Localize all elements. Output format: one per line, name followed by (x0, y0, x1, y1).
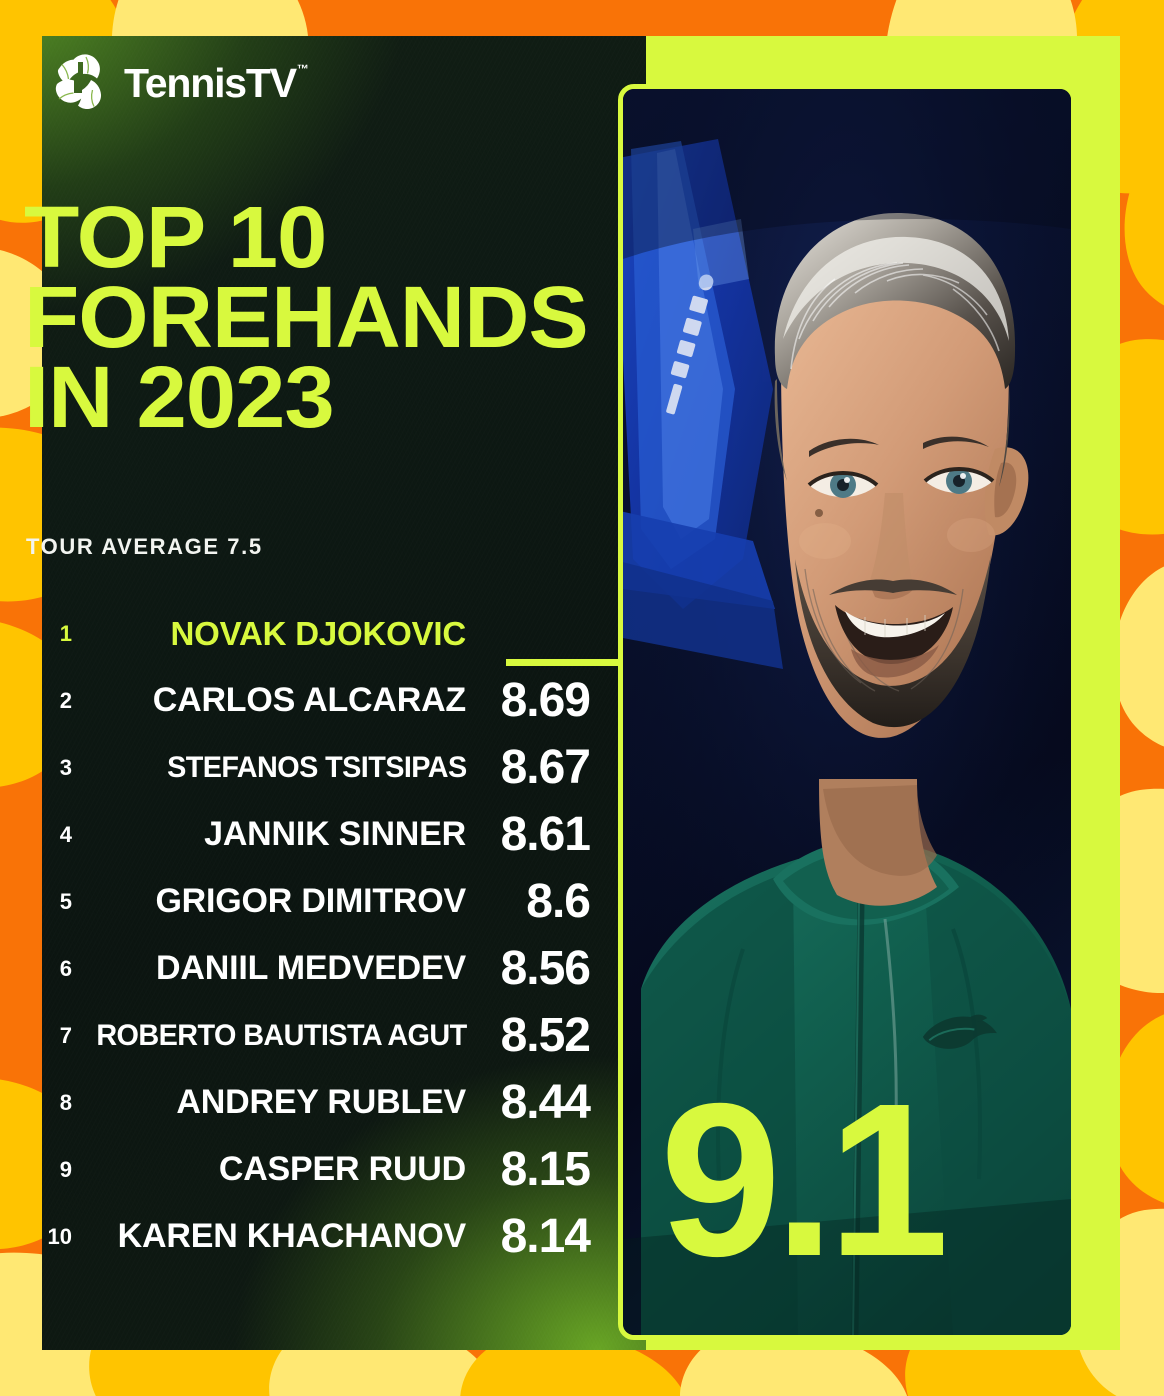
player-score: 8.52 (500, 1009, 591, 1062)
table-row[interactable]: 3 STEFANOS TSITSIPAS 8.67 (0, 734, 604, 801)
player-score: 8.44 (500, 1076, 591, 1129)
rank-number: 3 (59, 754, 72, 780)
title-line-2: FOREHANDS (24, 269, 589, 367)
player-score: 8.6 (526, 875, 591, 928)
rank-number: 6 (59, 955, 72, 981)
player-score: 8.69 (500, 674, 591, 727)
player-name: KAREN KHACHANOV (117, 1217, 467, 1255)
logo-text: TennisTV (124, 59, 297, 106)
player-photo (623, 89, 1071, 1335)
player-name: ANDREY RUBLEV (176, 1083, 466, 1121)
rankings-list: 1 NOVAK DJOKOVIC 2 CARLOS ALCARAZ 8.69 3… (0, 600, 604, 1270)
table-row[interactable]: 4 JANNIK SINNER 8.61 (0, 801, 604, 868)
logo-wordmark: TennisTV ™ (124, 59, 309, 107)
rank-number: 8 (59, 1089, 72, 1115)
player-name: JANNIK SINNER (204, 815, 466, 853)
rank-number: 7 (59, 1022, 72, 1048)
featured-score: 9.1 (660, 1059, 949, 1302)
rank-number: 4 (59, 821, 72, 847)
table-row[interactable]: 2 CARLOS ALCARAZ 8.69 (0, 667, 604, 734)
rank-number: 10 (47, 1223, 72, 1249)
title-line-3: IN 2023 (24, 349, 335, 447)
rank-number: 9 (59, 1156, 72, 1182)
player-score: 8.56 (500, 942, 591, 995)
table-row[interactable]: 5 GRIGOR DIMITROV 8.6 (0, 868, 604, 935)
leader-connector-line (506, 659, 622, 666)
table-row[interactable]: 7 ROBERTO BAUTISTA AGUT 8.52 (0, 1002, 604, 1069)
table-row[interactable]: 9 CASPER RUUD 8.15 (0, 1136, 604, 1203)
player-name: DANIIL MEDVEDEV (156, 949, 466, 987)
player-name: ROBERTO BAUTISTA AGUT (96, 1018, 467, 1052)
player-score: 8.15 (500, 1143, 591, 1196)
trademark-symbol: ™ (296, 61, 309, 76)
player-score: 8.67 (500, 741, 591, 794)
player-name: GRIGOR DIMITROV (155, 882, 466, 920)
tour-average-label: TOUR AVERAGE 7.5 (26, 534, 263, 559)
tennis-ball-pinwheel-icon (48, 54, 110, 112)
tennistv-logo[interactable]: TennisTV ™ (48, 54, 309, 112)
table-row[interactable]: 1 NOVAK DJOKOVIC (0, 600, 604, 667)
table-row[interactable]: 10 KAREN KHACHANOV 8.14 (0, 1203, 604, 1270)
player-score: 8.61 (500, 808, 591, 861)
table-row[interactable]: 6 DANIIL MEDVEDEV 8.56 (0, 935, 604, 1002)
player-name: CASPER RUUD (218, 1150, 466, 1188)
page-title: TOP 10 FOREHANDS IN 2023 (24, 189, 589, 447)
rank-number: 1 (59, 620, 72, 646)
player-score: 8.14 (500, 1210, 591, 1263)
title-line-1: TOP 10 (24, 189, 327, 286)
featured-player-photo-card (618, 84, 1076, 1340)
player-name: STEFANOS TSITSIPAS (167, 750, 467, 784)
rank-number: 5 (59, 888, 72, 914)
player-name: NOVAK DJOKOVIC (170, 614, 467, 652)
player-name: CARLOS ALCARAZ (152, 681, 466, 719)
table-row[interactable]: 8 ANDREY RUBLEV 8.44 (0, 1069, 604, 1136)
rank-number: 2 (59, 687, 72, 713)
